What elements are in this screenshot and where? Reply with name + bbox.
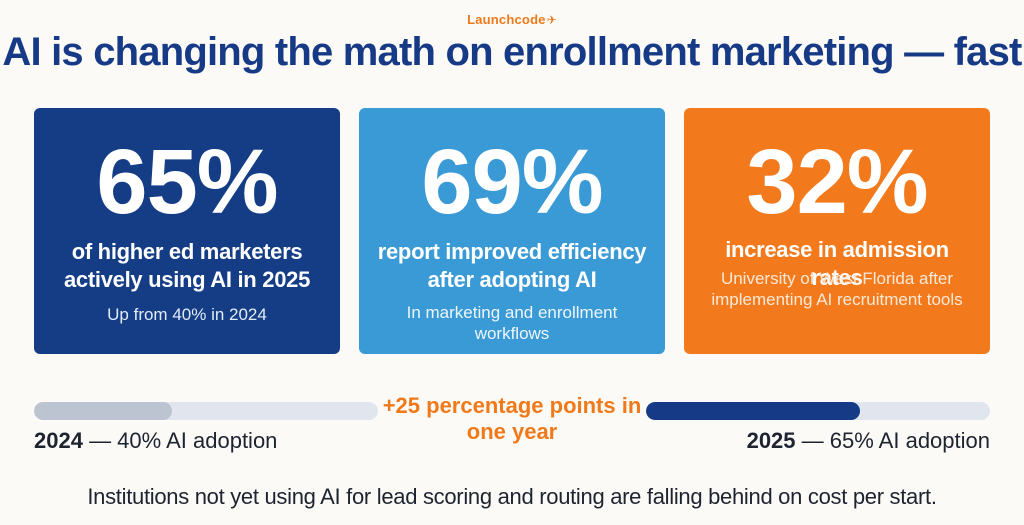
stat-card-admissions: 32% increase in admission rates Universi…: [684, 108, 990, 354]
stat-value: 69%: [421, 131, 603, 233]
stat-card-efficiency: 69% report improved efficiency after ado…: [359, 108, 665, 354]
stat-label: increase in admission rates: [725, 237, 949, 290]
progress-bar-2025: [646, 402, 990, 420]
stat-card-adoption: 65% of higher ed marketers actively usin…: [34, 108, 340, 354]
year-2024: 2024: [34, 428, 83, 453]
stat-subtext: In marketing and enrollment workflows: [406, 303, 618, 343]
progress-fill-2024: [34, 402, 172, 420]
stat-subtext: University of West Florida after impleme…: [711, 269, 963, 309]
stat-value: 32%: [746, 131, 928, 233]
footer-note: Institutions not yet using AI for lead s…: [87, 484, 937, 509]
page-title: AI is changing the math on enrollment ma…: [2, 30, 1022, 74]
year-2025: 2025: [746, 428, 796, 453]
brand-logo: Launchcode✈: [0, 12, 1024, 27]
stat-label: of higher ed marketers actively using AI…: [63, 239, 311, 292]
stat-subtext: Up from 40% in 2024: [107, 305, 267, 324]
year-label-2024: 2024 — 40% AI adoption: [34, 428, 277, 454]
adoption-text-2025: — 65% AI adoption: [795, 428, 990, 453]
adoption-text-2024: — 40% AI adoption: [82, 428, 278, 453]
progress-bar-2024: [34, 402, 378, 420]
plane-icon: ✈: [546, 13, 557, 27]
progress-fill-2025: [646, 402, 860, 420]
delta-callout: +25 percentage points in one year: [382, 393, 642, 444]
year-label-2025: 2025 — 65% AI adoption: [747, 428, 990, 454]
stat-value: 65%: [96, 131, 278, 233]
stat-label: report improved efficiency after adoptin…: [377, 239, 647, 292]
brand-name: Launchcode: [467, 12, 546, 27]
